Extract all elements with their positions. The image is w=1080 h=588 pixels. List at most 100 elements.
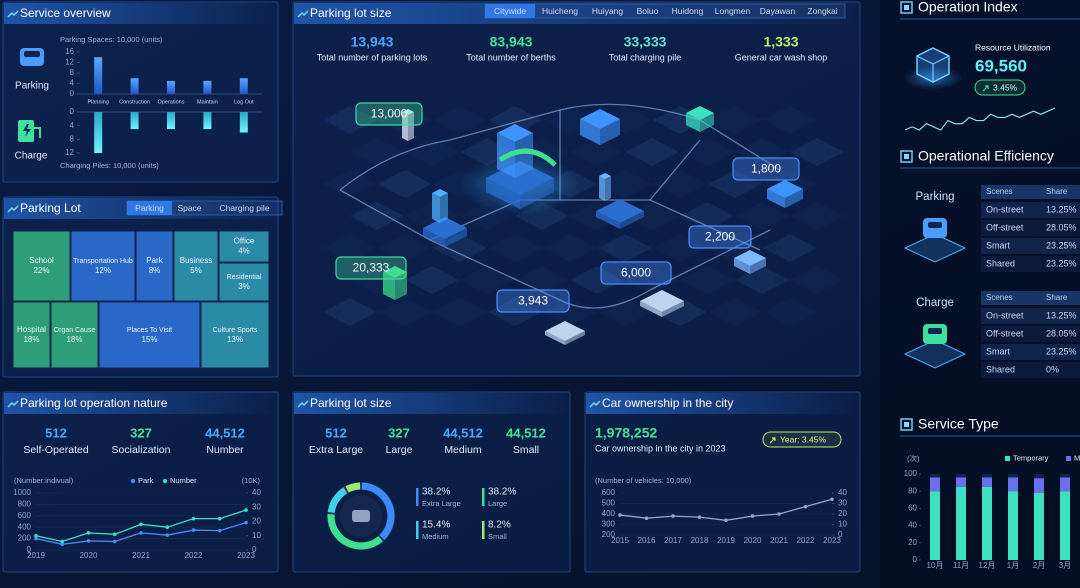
treemap-label: Places To Visit: [127, 327, 172, 334]
bar-segment: [1034, 478, 1044, 493]
floor-tile: [570, 266, 624, 294]
floor-tile: [708, 106, 762, 134]
bar: [167, 112, 175, 130]
kpi-caption: Car ownership in the city in 2023: [595, 443, 726, 453]
y-tick-label: 600: [602, 488, 616, 497]
table-cell: On-street: [986, 204, 1024, 214]
section-title: Operational Efficiency: [918, 148, 1054, 164]
iso-left: [596, 211, 620, 229]
y2-tick-label: 40: [252, 488, 261, 497]
tab[interactable]: [127, 201, 172, 215]
change-pill: [974, 79, 1026, 96]
y2-tick-label: 20: [838, 509, 847, 518]
panel-title: Parking lot operation nature: [20, 396, 168, 410]
tab[interactable]: [485, 4, 535, 18]
bar-segment: [1034, 492, 1044, 560]
table-cell: Smart: [986, 240, 1011, 250]
stat-value: 83,943: [490, 34, 533, 50]
treemap-value: 12%: [95, 266, 111, 275]
y-tick-label: 16: [65, 47, 74, 56]
tab-label[interactable]: Zongkai: [807, 6, 837, 16]
stat-label: Self-Operated: [23, 444, 89, 456]
section-icon: [900, 1, 913, 14]
tab-label[interactable]: Citywide: [494, 6, 526, 16]
table-cell: Off-street: [986, 328, 1024, 338]
table-header: [981, 291, 1080, 305]
floor-tile: [598, 170, 652, 198]
panel: [292, 391, 571, 573]
iso-top: [596, 199, 644, 223]
stat-label: Extra Large: [309, 444, 363, 456]
tab-label[interactable]: Huidong: [672, 6, 704, 16]
bar-segment: [956, 486, 966, 560]
panel: [2, 1, 279, 183]
tab-label[interactable]: Space: [177, 203, 201, 213]
treemap-label: Organ Cause: [54, 327, 96, 334]
group-icon-detail: [928, 328, 942, 334]
y-tick-label: 100: [904, 469, 918, 478]
group-icon-detail: [928, 222, 942, 228]
donut-segment: [327, 487, 348, 514]
legend-swatch: [482, 488, 485, 506]
floor-tile: [680, 202, 734, 230]
floor-tile: [488, 234, 542, 262]
callout-box: [496, 289, 570, 313]
x-tick-label: 11月: [953, 561, 969, 570]
legend-value: 8.2%: [488, 520, 511, 531]
iso-top: [402, 109, 414, 115]
panel-header: [294, 393, 569, 414]
bar: [203, 80, 212, 94]
stat-label: General car wash shop: [735, 52, 828, 62]
iso-top: [432, 189, 448, 197]
stat-value: 1,333: [763, 34, 798, 50]
floor-tile: [433, 106, 487, 134]
y2-tick-label: 0: [252, 545, 257, 554]
bar-segment: [930, 491, 940, 560]
iso-right: [605, 176, 611, 201]
bar-segment: [930, 477, 940, 492]
tab-label[interactable]: Huicheng: [542, 6, 578, 16]
car-icon: [352, 510, 370, 522]
header-icon: [7, 10, 19, 18]
tab-label[interactable]: Boluo: [637, 6, 659, 16]
treemap-label: Hospital: [17, 325, 46, 334]
y-tick-label: 400: [602, 509, 616, 518]
iso-left: [767, 189, 785, 208]
tab-label[interactable]: Huiyang: [592, 6, 623, 16]
iso-top: [640, 290, 684, 312]
floor-tile: [350, 202, 404, 230]
tab-label[interactable]: Parking: [135, 203, 164, 213]
floor-tile: [680, 266, 734, 294]
stat-value: 33,333: [624, 34, 667, 50]
table-cell: 13.25%: [1046, 204, 1077, 214]
charge-icon-bolt: [23, 124, 31, 137]
tab-label[interactable]: Dayawan: [760, 6, 796, 16]
floor-tile: [405, 138, 459, 166]
stat-value: 512: [45, 425, 67, 440]
treemap-label: Business: [180, 256, 212, 265]
iso-left: [734, 258, 750, 274]
cube-edge: [916, 55, 950, 82]
callout-box: [335, 256, 407, 280]
table-row: [981, 238, 1080, 254]
callout-box: [688, 225, 752, 249]
stat-label: Medium: [444, 444, 482, 456]
iso-left: [545, 331, 565, 345]
x-tick-label: 2020: [80, 551, 98, 560]
tab-label[interactable]: Charging pile: [219, 203, 269, 213]
table-row: [981, 220, 1080, 236]
series-point: [697, 515, 702, 519]
tab-label[interactable]: Longmen: [715, 6, 751, 16]
y2-tick-label: 10: [252, 531, 261, 540]
y-tick-label: 300: [602, 520, 616, 529]
y-tick-label: 4: [70, 79, 75, 88]
floor-tile: [625, 138, 679, 166]
panel-header: [294, 3, 859, 24]
floor-tile: [543, 298, 597, 326]
treemap-cell: [173, 230, 219, 302]
legend-label: Small: [488, 532, 507, 541]
green-arc: [498, 148, 557, 167]
callout-box: [732, 157, 800, 181]
legend-label: Extra Large: [422, 499, 461, 508]
stat-label: Large: [386, 444, 413, 456]
